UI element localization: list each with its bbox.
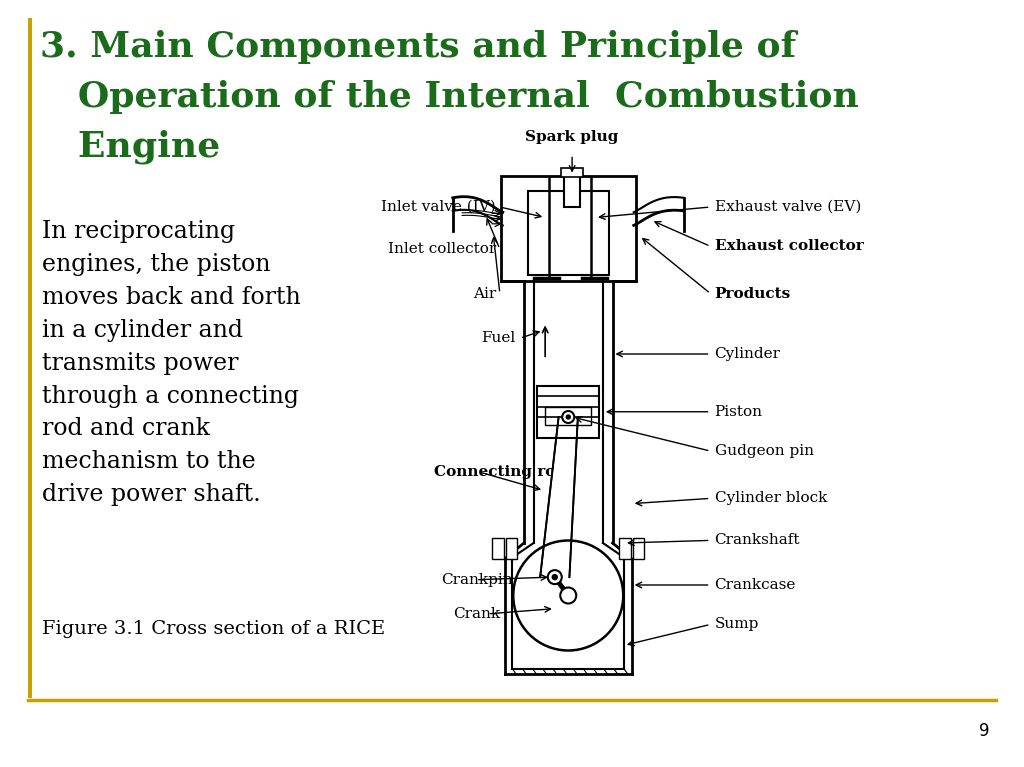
Bar [545,407,591,425]
Circle shape [566,415,570,419]
Text: Inlet collector: Inlet collector [388,242,496,256]
Text: Cylinder: Cylinder [715,347,780,361]
Text: Figure 3.1 Cross section of a RICE: Figure 3.1 Cross section of a RICE [42,620,385,638]
Text: 9: 9 [980,722,990,740]
Text: Cylinder block: Cylinder block [715,492,827,505]
Bar [527,191,608,275]
Bar [620,538,631,558]
Text: Spark plug: Spark plug [525,130,618,144]
Text: 3. Main Components and Principle of: 3. Main Components and Principle of [40,30,797,64]
Circle shape [548,570,562,584]
Text: Exhaust collector: Exhaust collector [715,239,863,253]
Text: Connecting rod: Connecting rod [433,465,565,479]
Text: Crankshaft: Crankshaft [715,533,800,548]
Text: Air: Air [473,287,496,301]
Text: Crank: Crank [453,607,500,621]
Text: Fuel: Fuel [481,331,516,345]
Text: Piston: Piston [715,405,763,419]
Bar [538,386,599,438]
Bar [501,176,636,281]
Bar [633,538,644,558]
Text: Exhaust valve (EV): Exhaust valve (EV) [715,200,861,214]
Bar [506,538,517,558]
Text: In reciprocating
engines, the piston
moves back and forth
in a cylinder and
tran: In reciprocating engines, the piston mov… [42,220,301,506]
Bar [492,538,504,558]
Circle shape [552,574,557,580]
Text: Engine: Engine [40,130,220,164]
Text: Crankpin: Crankpin [441,573,513,587]
Circle shape [513,541,624,650]
Text: Crankcase: Crankcase [715,578,796,592]
Bar [564,170,580,207]
Text: Sump: Sump [715,617,759,631]
Text: Gudgeon pin: Gudgeon pin [715,444,813,458]
Bar [561,168,583,177]
Circle shape [560,588,577,604]
Bar [28,18,32,698]
Text: Inlet valve (IV): Inlet valve (IV) [381,200,496,214]
Text: Operation of the Internal  Combustion: Operation of the Internal Combustion [40,80,859,114]
Text: Products: Products [715,287,791,301]
Circle shape [562,411,574,423]
